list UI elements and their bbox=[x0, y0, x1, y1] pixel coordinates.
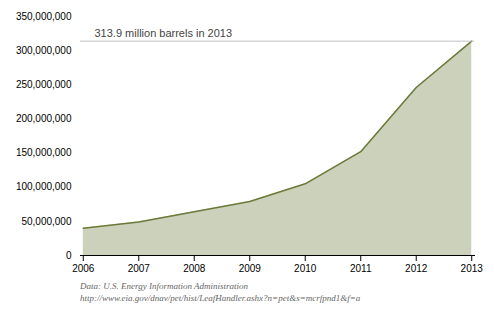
svg-text:150,000,000: 150,000,000 bbox=[16, 147, 72, 158]
svg-text:313.9 million barrels in 2013: 313.9 million barrels in 2013 bbox=[95, 27, 233, 39]
svg-text:50,000,000: 50,000,000 bbox=[21, 216, 71, 227]
svg-text:0: 0 bbox=[66, 250, 72, 261]
svg-text:2009: 2009 bbox=[239, 263, 262, 274]
svg-text:300,000,000: 300,000,000 bbox=[16, 45, 72, 56]
svg-text:200,000,000: 200,000,000 bbox=[16, 113, 72, 124]
svg-text:2008: 2008 bbox=[183, 263, 206, 274]
svg-text:100,000,000: 100,000,000 bbox=[16, 181, 72, 192]
svg-text:250,000,000: 250,000,000 bbox=[16, 79, 72, 90]
html-text:Data: U.S. Energy Information: Data: U.S. Energy Information Administra… bbox=[80, 281, 361, 303]
svg-text:2012: 2012 bbox=[405, 263, 428, 274]
svg-text:350,000,000: 350,000,000 bbox=[16, 11, 72, 22]
svg-text:2011: 2011 bbox=[350, 263, 372, 274]
svg-text:2007: 2007 bbox=[128, 263, 151, 274]
svg-text:2006: 2006 bbox=[72, 263, 95, 274]
svg-text:2010: 2010 bbox=[294, 263, 317, 274]
svg-text:2013: 2013 bbox=[461, 263, 484, 274]
